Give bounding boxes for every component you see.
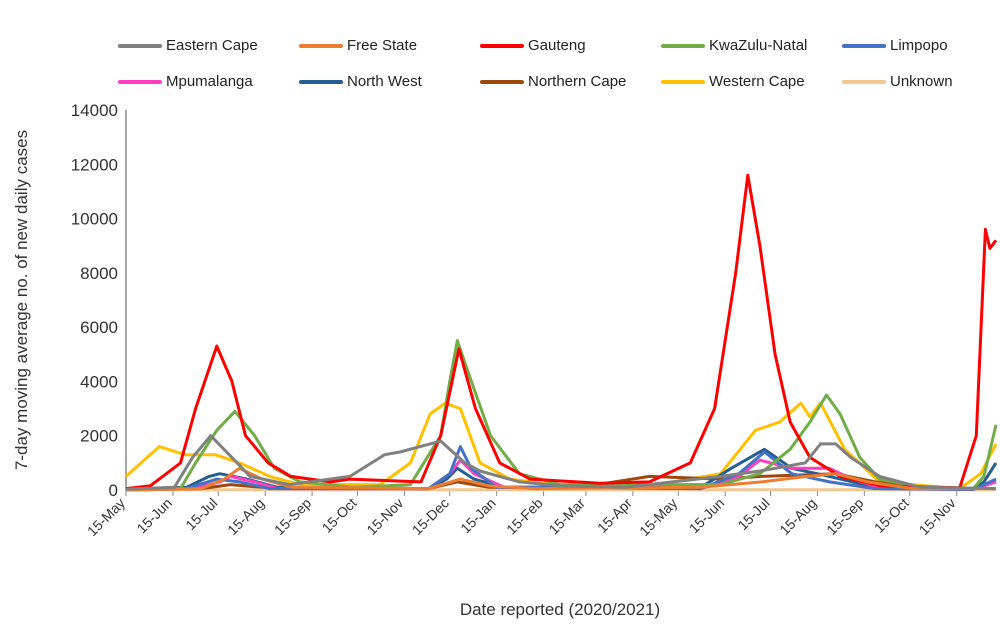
legend-label: KwaZulu-Natal xyxy=(709,37,808,54)
series-line-free-state xyxy=(125,466,996,492)
x-tick-label: 15-Jul xyxy=(734,495,772,533)
y-tick-label: 10000 xyxy=(71,210,118,229)
legend-swatch xyxy=(299,43,343,48)
x-tick-label: 15-Jun xyxy=(686,495,728,537)
legend-label: Northern Cape xyxy=(528,73,627,90)
x-tick-label: 15-Mar xyxy=(545,495,588,538)
legend-swatch xyxy=(661,79,705,84)
x-tick-label: 15-Aug xyxy=(776,495,819,538)
legend-item: Eastern Cape xyxy=(118,37,258,54)
legend-swatch xyxy=(118,79,162,84)
legend-label: Gauteng xyxy=(528,37,586,54)
x-tick-label: 15-Oct xyxy=(319,495,360,536)
x-tick-label: 15-Nov xyxy=(363,495,406,538)
y-tick-label: 2000 xyxy=(80,427,118,446)
legend-item: Mpumalanga xyxy=(118,73,253,90)
legend-label: North West xyxy=(347,73,422,90)
legend-swatch xyxy=(480,79,524,84)
legend-item: Unknown xyxy=(842,73,953,90)
legend-label: Free State xyxy=(347,37,418,54)
legend-item: Free State xyxy=(299,37,417,54)
y-tick-label: 12000 xyxy=(71,155,118,174)
y-tick-label: 0 xyxy=(109,481,118,500)
series-line-limpopo xyxy=(125,445,997,492)
x-tick-label: 15-Dec xyxy=(409,495,452,538)
y-tick-label: 14000 xyxy=(71,101,118,120)
x-tick-label: 15-Jun xyxy=(133,495,175,537)
legend-swatch xyxy=(661,43,705,48)
x-tick-label: 15-Apr xyxy=(594,495,635,536)
legend-item: Limpopo xyxy=(842,37,948,54)
legend-item: KwaZulu-Natal xyxy=(661,37,807,54)
x-tick-label: 15-Feb xyxy=(503,495,546,538)
legend-item: Gauteng xyxy=(480,37,586,54)
legend-swatch xyxy=(299,79,343,84)
legend-swatch xyxy=(480,43,524,48)
x-tick-label: 15-Jul xyxy=(182,495,220,533)
x-tick-label: 15-Jan xyxy=(457,495,499,537)
x-tick-label: 15-Oct xyxy=(871,495,912,536)
legend-label: Eastern Cape xyxy=(166,37,258,54)
x-axis-label: Date reported (2020/2021) xyxy=(460,600,660,619)
legend-swatch xyxy=(842,79,886,84)
y-tick-label: 6000 xyxy=(80,318,118,337)
legend-swatch xyxy=(842,43,886,48)
y-tick-label: 8000 xyxy=(80,264,118,283)
x-tick-label: 15-May xyxy=(636,495,680,539)
y-tick-label: 4000 xyxy=(80,372,118,391)
legend-label: Limpopo xyxy=(890,37,948,54)
y-axis-label: 7-day moving average no. of new daily ca… xyxy=(12,130,31,470)
series-line-kwazulu-natal xyxy=(125,339,998,492)
x-tick-label: 15-Sep xyxy=(823,495,866,538)
x-tick-label: 15-Aug xyxy=(224,495,267,538)
legend-swatch xyxy=(118,43,162,48)
legend-item: Western Cape xyxy=(661,73,805,90)
x-tick-label: 15-May xyxy=(84,495,128,539)
legend-item: North West xyxy=(299,73,422,90)
x-tick-label: 15-Sep xyxy=(271,495,314,538)
legend-label: Mpumalanga xyxy=(166,73,253,90)
legend-label: Unknown xyxy=(890,73,953,90)
legend-item: Northern Cape xyxy=(480,73,626,90)
series-line-eastern-cape xyxy=(125,434,997,491)
legend-label: Western Cape xyxy=(709,73,805,90)
x-tick-label: 15-Nov xyxy=(916,495,959,538)
